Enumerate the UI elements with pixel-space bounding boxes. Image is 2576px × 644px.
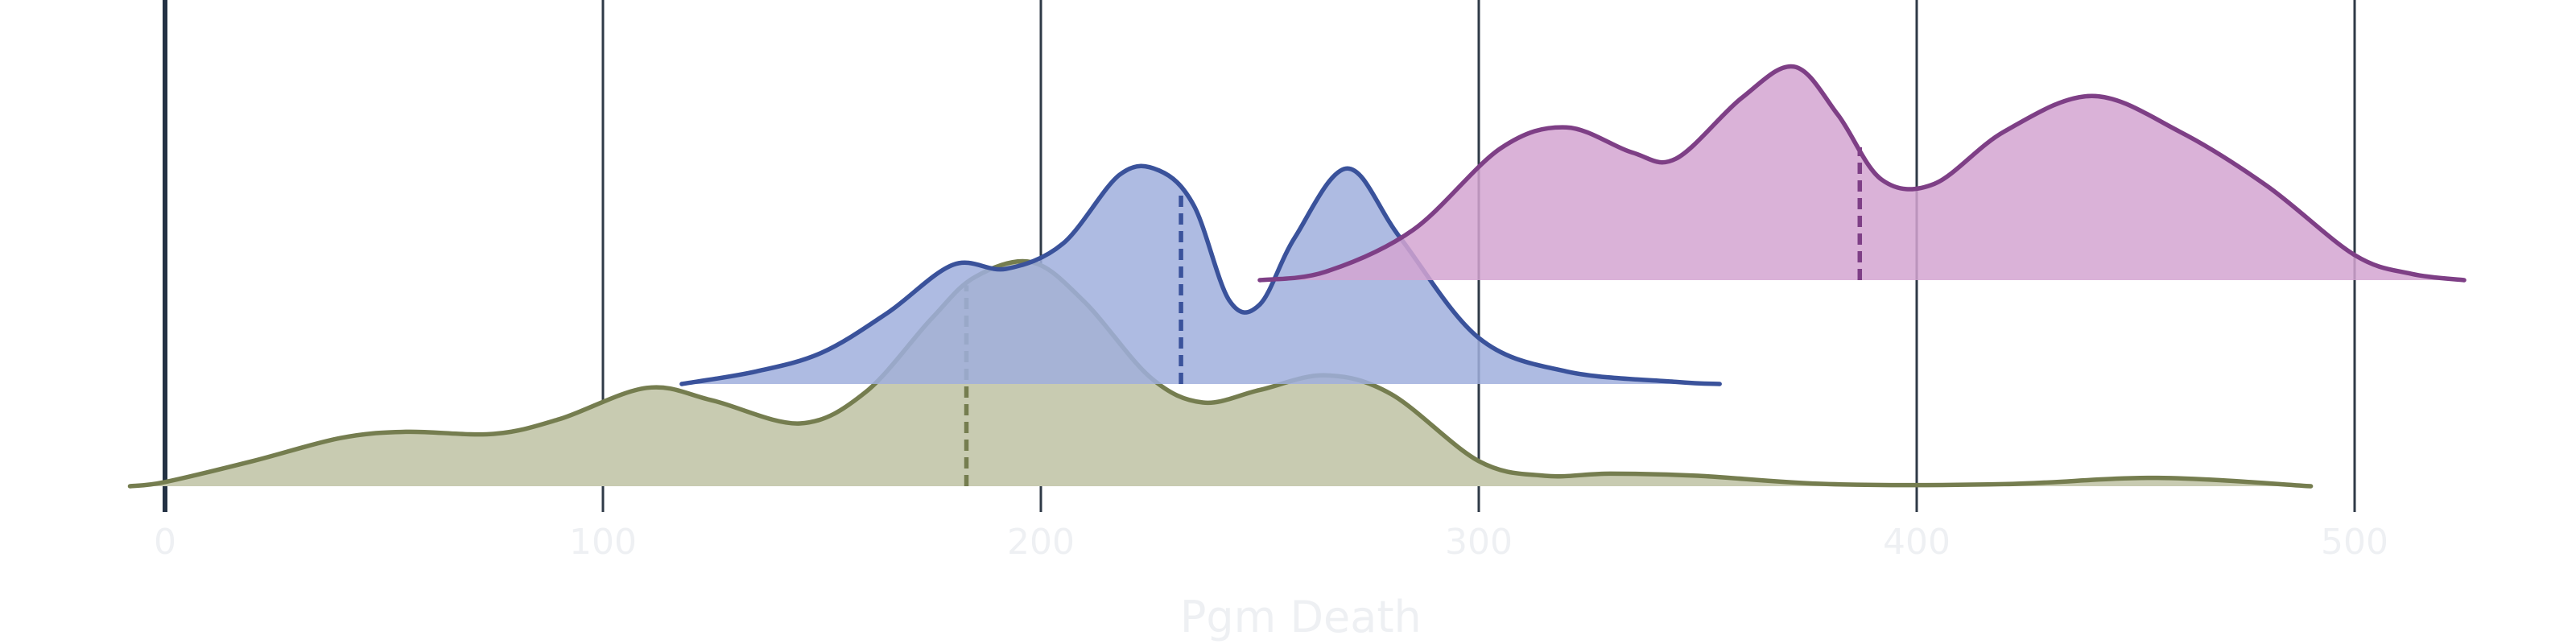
x-tick-label-0: 0 — [154, 522, 176, 563]
ridge-fill-1 — [681, 166, 1720, 385]
ridge-2 — [1257, 64, 2467, 283]
x-tick-label-200: 200 — [1007, 522, 1075, 563]
x-axis-title: Pgm Death — [1180, 592, 1422, 642]
x-tick-label-100: 100 — [569, 522, 637, 563]
ridge-line-1 — [679, 163, 1722, 386]
ridge-fill-0 — [130, 261, 2311, 486]
x-tick-label-300: 300 — [1445, 522, 1513, 563]
x-tick-labels: 0 100 200 300 400 500 — [154, 522, 2388, 563]
density-ridges — [127, 64, 2467, 489]
x-tick-label-400: 400 — [1883, 522, 1951, 563]
ridge-1 — [679, 163, 1722, 386]
ridge-line-2 — [1257, 64, 2467, 283]
x-tick-label-500: 500 — [2321, 522, 2388, 563]
